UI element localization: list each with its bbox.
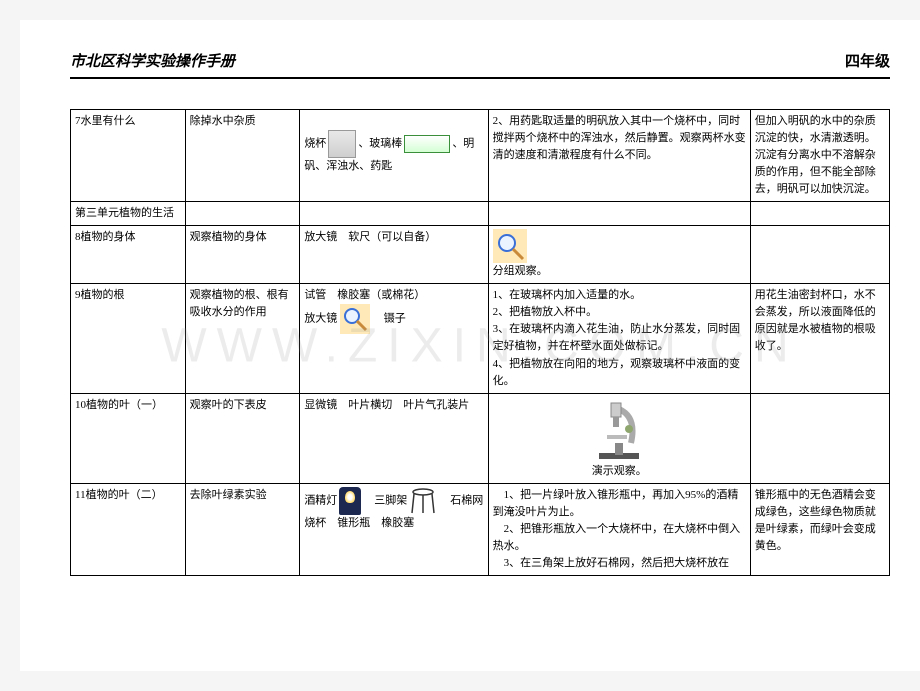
step-text: 分组观察。 (493, 263, 746, 280)
header-grade: 四年级 (845, 50, 890, 71)
header-title: 市北区科学实验操作手册 (70, 50, 235, 71)
cell-unit: 第三单元植物的生活 (71, 202, 186, 226)
step-text: 1、把一片绿叶放入锥形瓶中，再加入95%的酒精到淹没叶片为止。 2、把锥形瓶放入… (493, 489, 741, 569)
magnifier-icon (340, 304, 370, 334)
table-row: 11植物的叶（二） 去除叶绿素实验 酒精灯 三脚架 石棉网 烧杯 锥形瓶 橡胶塞… (71, 483, 890, 575)
cell-experiment: 去除叶绿素实验 (185, 483, 300, 575)
eq-text: 镊子 (373, 313, 406, 325)
cell-conclusion: 锥形瓶中的无色酒精会变成绿色，这些绿色物质就是叶绿素，而绿叶会变成黄色。 (750, 483, 889, 575)
eq-text: 烧杯 (304, 138, 326, 150)
document-page: 市北区科学实验操作手册 四年级 WWW.ZIXIN.COM.CN 7水里有什么 … (20, 20, 920, 671)
magnifier-icon (493, 229, 527, 263)
cell-conclusion: 用花生油密封杯口，水不会蒸发，所以液面降低的原因就是水被植物的根吸收了。 (750, 284, 889, 393)
table-row: 7水里有什么 除掉水中杂质 烧杯、玻璃棒、明矾、浑浊水、药匙 2、用药匙取适量的… (71, 110, 890, 202)
cell-topic: 8植物的身体 (71, 226, 186, 284)
eq-text: 三脚架 (363, 494, 407, 506)
cell-experiment: 观察植物的根、根有吸收水分的作用 (185, 284, 300, 393)
cell-steps: 1、把一片绿叶放入锥形瓶中，再加入95%的酒精到淹没叶片为止。 2、把锥形瓶放入… (488, 483, 750, 575)
page-header: 市北区科学实验操作手册 四年级 (70, 50, 890, 79)
table-row: 10植物的叶（一） 观察叶的下表皮 显微镜 叶片横切 叶片气孔装片 演示观察。 (71, 393, 890, 483)
eq-text: 试管 橡胶塞（或棉花） (304, 287, 483, 304)
cell-steps: 2、用药匙取适量的明矾放入其中一个烧杯中，同时搅拌两个烧杯中的浑浊水，然后静置。… (488, 110, 750, 202)
cell-conclusion: 但加入明矾的水中的杂质沉淀的快，水清澈透明。沉淀有分离水中不溶解杂质的作用，但不… (750, 110, 889, 202)
cell-steps: 1、在玻璃杯内加入适量的水。 2、把植物放入杯中。 3、在玻璃杯内滴入花生油，防… (488, 284, 750, 393)
table-row: 8植物的身体 观察植物的身体 放大镜 软尺（可以自备） 分组观察。 (71, 226, 890, 284)
table-row: 9植物的根 观察植物的根、根有吸收水分的作用 试管 橡胶塞（或棉花） 放大镜 镊… (71, 284, 890, 393)
cell-topic: 7水里有什么 (71, 110, 186, 202)
cell-experiment: 观察叶的下表皮 (185, 393, 300, 483)
cell-topic: 9植物的根 (71, 284, 186, 393)
cell-equipment: 烧杯、玻璃棒、明矾、浑浊水、药匙 (300, 110, 488, 202)
cell-equipment: 试管 橡胶塞（或棉花） 放大镜 镊子 (300, 284, 488, 393)
eq-text: 酒精灯 (304, 494, 337, 506)
cell (300, 202, 488, 226)
cell-topic: 10植物的叶（一） (71, 393, 186, 483)
step-text: 1、在玻璃杯内加入适量的水。 2、把植物放入杯中。 3、在玻璃杯内滴入花生油，防… (493, 289, 741, 386)
cell-equipment: 放大镜 软尺（可以自备） (300, 226, 488, 284)
cell-steps: 分组观察。 (488, 226, 750, 284)
cell-conclusion (750, 393, 889, 483)
tripod-icon (410, 487, 436, 515)
cell-equipment: 酒精灯 三脚架 石棉网 烧杯 锥形瓶 橡胶塞 (300, 483, 488, 575)
cell-steps: 演示观察。 (488, 393, 750, 483)
eq-text: 放大镜 (304, 313, 337, 325)
eq-text: 、玻璃棒 (358, 138, 402, 150)
glass-rod-icon (404, 135, 450, 153)
cell (488, 202, 750, 226)
cell-conclusion (750, 226, 889, 284)
beaker-icon (328, 130, 356, 158)
experiment-table: 7水里有什么 除掉水中杂质 烧杯、玻璃棒、明矾、浑浊水、药匙 2、用药匙取适量的… (70, 109, 890, 576)
cell (750, 202, 889, 226)
microscope-icon (591, 399, 647, 461)
cell-experiment: 除掉水中杂质 (185, 110, 300, 202)
table-row: 第三单元植物的生活 (71, 202, 890, 226)
cell (185, 202, 300, 226)
alcohol-lamp-icon (339, 487, 361, 515)
step-text: 演示观察。 (493, 463, 746, 480)
cell-experiment: 观察植物的身体 (185, 226, 300, 284)
cell-topic: 11植物的叶（二） (71, 483, 186, 575)
cell-equipment: 显微镜 叶片横切 叶片气孔装片 (300, 393, 488, 483)
